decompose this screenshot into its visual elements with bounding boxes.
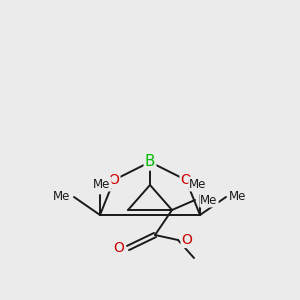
Text: Me: Me	[189, 178, 207, 190]
Text: B: B	[145, 154, 155, 169]
Text: O: O	[109, 173, 119, 187]
Text: Me: Me	[93, 178, 111, 190]
Text: Me: Me	[229, 190, 247, 203]
Text: O: O	[182, 233, 192, 247]
Text: Me: Me	[53, 190, 71, 203]
Text: Me: Me	[200, 194, 218, 206]
Text: O: O	[181, 173, 191, 187]
Text: O: O	[114, 241, 124, 255]
